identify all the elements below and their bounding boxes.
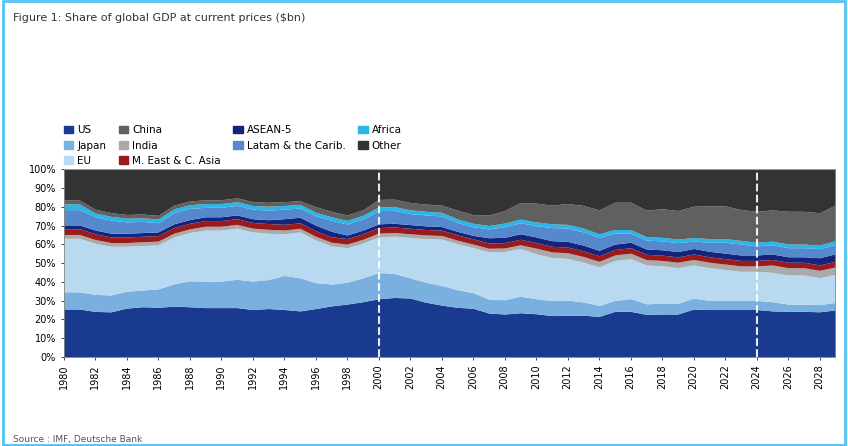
Text: Figure 1: Share of global GDP at current prices ($bn): Figure 1: Share of global GDP at current… xyxy=(13,13,305,23)
Legend: US, Japan, EU, China, India, M. East & C. Asia, ASEAN-5, Latam & the Carib., Afr: US, Japan, EU, China, India, M. East & C… xyxy=(64,125,402,166)
Text: Source : IMF, Deutsche Bank: Source : IMF, Deutsche Bank xyxy=(13,435,142,444)
